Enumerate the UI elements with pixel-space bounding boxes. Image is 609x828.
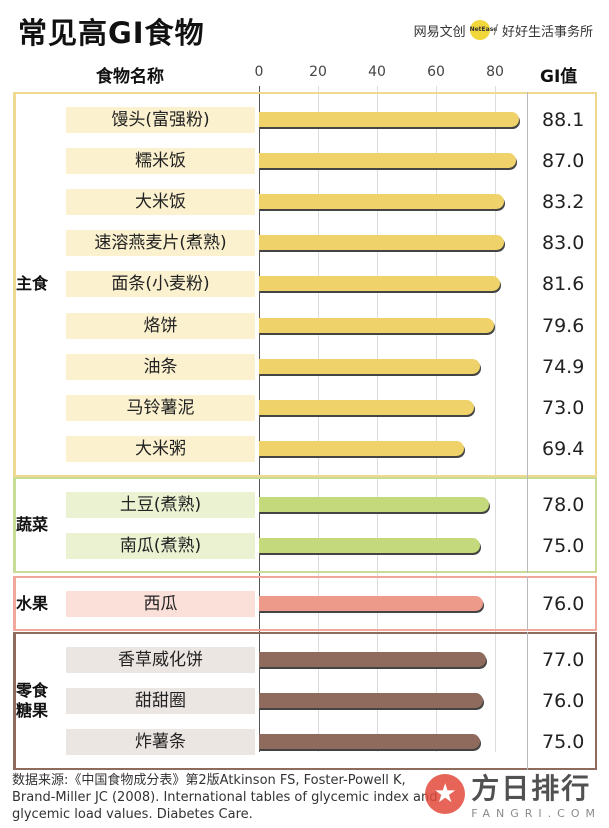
x-tick-label: 20 bbox=[309, 64, 327, 80]
category-background bbox=[66, 230, 255, 257]
bar bbox=[259, 400, 475, 415]
category-background bbox=[66, 353, 255, 380]
value-label: 88.1 bbox=[542, 108, 585, 131]
category-background bbox=[66, 106, 255, 133]
category-label: 土豆(煮熟) bbox=[119, 494, 202, 515]
value-separator bbox=[527, 632, 528, 770]
bar bbox=[259, 358, 480, 374]
category-background bbox=[66, 646, 255, 673]
category-label: 油条 bbox=[143, 356, 178, 377]
bar bbox=[259, 317, 494, 333]
watermark: ★ 方日排行 FANGRI.COM bbox=[425, 767, 601, 820]
bar bbox=[259, 651, 487, 667]
category-label: 大米饭 bbox=[135, 192, 186, 212]
value-separator bbox=[527, 576, 528, 632]
category-label: 西瓜 bbox=[143, 593, 178, 614]
group-box bbox=[13, 477, 597, 574]
gridline bbox=[377, 86, 378, 752]
bar bbox=[259, 152, 516, 168]
category-label: 马铃薯泥 bbox=[126, 398, 195, 418]
x-axis-zero-line bbox=[259, 86, 260, 752]
brand-right: 好好生活事务所 bbox=[501, 24, 593, 40]
value-label: 83.2 bbox=[542, 191, 585, 213]
bar bbox=[259, 111, 519, 127]
page-title: 常见高GI食物 bbox=[18, 16, 205, 50]
bar bbox=[259, 734, 481, 749]
food-name-header: 食物名称 bbox=[96, 67, 164, 87]
category-background bbox=[66, 590, 255, 617]
watermark-main: 方日排行 bbox=[471, 772, 592, 805]
group-label: 蔬菜 bbox=[16, 515, 49, 535]
category-background bbox=[66, 312, 255, 339]
value-separator bbox=[527, 477, 528, 574]
group-box bbox=[13, 632, 597, 770]
value-label: 81.6 bbox=[542, 273, 585, 296]
value-label: 73.0 bbox=[542, 397, 585, 419]
group-box bbox=[13, 576, 597, 632]
category-background bbox=[66, 189, 255, 215]
category-background bbox=[66, 491, 255, 518]
category-label: 馒头(富强粉) bbox=[111, 109, 210, 130]
gi-value-header: GI值 bbox=[540, 67, 578, 87]
group-label: 水果 bbox=[16, 593, 49, 613]
category-label: 面条(小麦粉) bbox=[111, 274, 210, 295]
watermark-sub: FANGRI.COM bbox=[471, 807, 601, 820]
x-tick-label: 80 bbox=[486, 64, 504, 80]
value-label: 74.9 bbox=[542, 355, 585, 378]
value-label: 78.0 bbox=[542, 493, 585, 516]
value-label: 87.0 bbox=[542, 149, 585, 172]
bar bbox=[259, 441, 464, 457]
brand-separator: / bbox=[493, 22, 498, 38]
value-label: 83.0 bbox=[542, 232, 585, 255]
bar bbox=[259, 537, 481, 553]
category-background bbox=[66, 532, 255, 559]
bar bbox=[259, 276, 500, 292]
category-background bbox=[66, 395, 255, 421]
category-label: 香草威化饼 bbox=[118, 649, 203, 670]
brand-left: 网易文创 bbox=[413, 24, 466, 40]
x-tick-label: 40 bbox=[368, 64, 386, 80]
bar bbox=[259, 595, 484, 611]
category-background bbox=[66, 687, 255, 714]
bar bbox=[259, 692, 484, 708]
x-tick-label: 60 bbox=[427, 64, 445, 80]
category-background bbox=[66, 729, 255, 755]
category-background bbox=[66, 271, 255, 298]
group-label: 零食 糖果 bbox=[16, 680, 49, 720]
bar bbox=[259, 194, 505, 209]
group-box bbox=[13, 92, 597, 477]
bar bbox=[259, 235, 504, 251]
value-label: 75.0 bbox=[542, 731, 585, 753]
value-label: 76.0 bbox=[542, 689, 585, 712]
category-label: 炸薯条 bbox=[135, 732, 186, 752]
category-label: 大米粥 bbox=[135, 439, 186, 460]
category-label: 糯米饭 bbox=[135, 150, 186, 171]
category-background bbox=[66, 147, 255, 174]
gridline bbox=[495, 86, 496, 752]
star-icon: ★ bbox=[425, 773, 466, 814]
category-label: 速溶燕麦片(煮熟) bbox=[94, 233, 227, 254]
group-label: 主食 bbox=[16, 274, 49, 294]
brand-logo: 网易文创 NetEase / 好好生活事务所 bbox=[414, 20, 593, 40]
brand-badge-icon: NetEase bbox=[469, 20, 497, 40]
source-note: 数据来源:《中国食物成分表》第2版Atkinson FS, Foster-Pow… bbox=[12, 773, 438, 822]
x-tick-label: 0 bbox=[254, 64, 264, 80]
value-label: 76.0 bbox=[542, 592, 585, 615]
bar bbox=[259, 496, 490, 512]
category-label: 南瓜(煮熟) bbox=[119, 535, 202, 556]
category-label: 烙饼 bbox=[143, 315, 178, 336]
value-label: 77.0 bbox=[542, 648, 585, 671]
gridline bbox=[318, 86, 319, 752]
value-label: 69.4 bbox=[542, 438, 585, 461]
value-label: 79.6 bbox=[542, 314, 585, 337]
category-label: 甜甜圈 bbox=[135, 690, 186, 711]
category-background bbox=[66, 436, 255, 463]
value-separator bbox=[527, 92, 528, 477]
value-label: 75.0 bbox=[542, 534, 585, 557]
gridline bbox=[436, 86, 437, 752]
